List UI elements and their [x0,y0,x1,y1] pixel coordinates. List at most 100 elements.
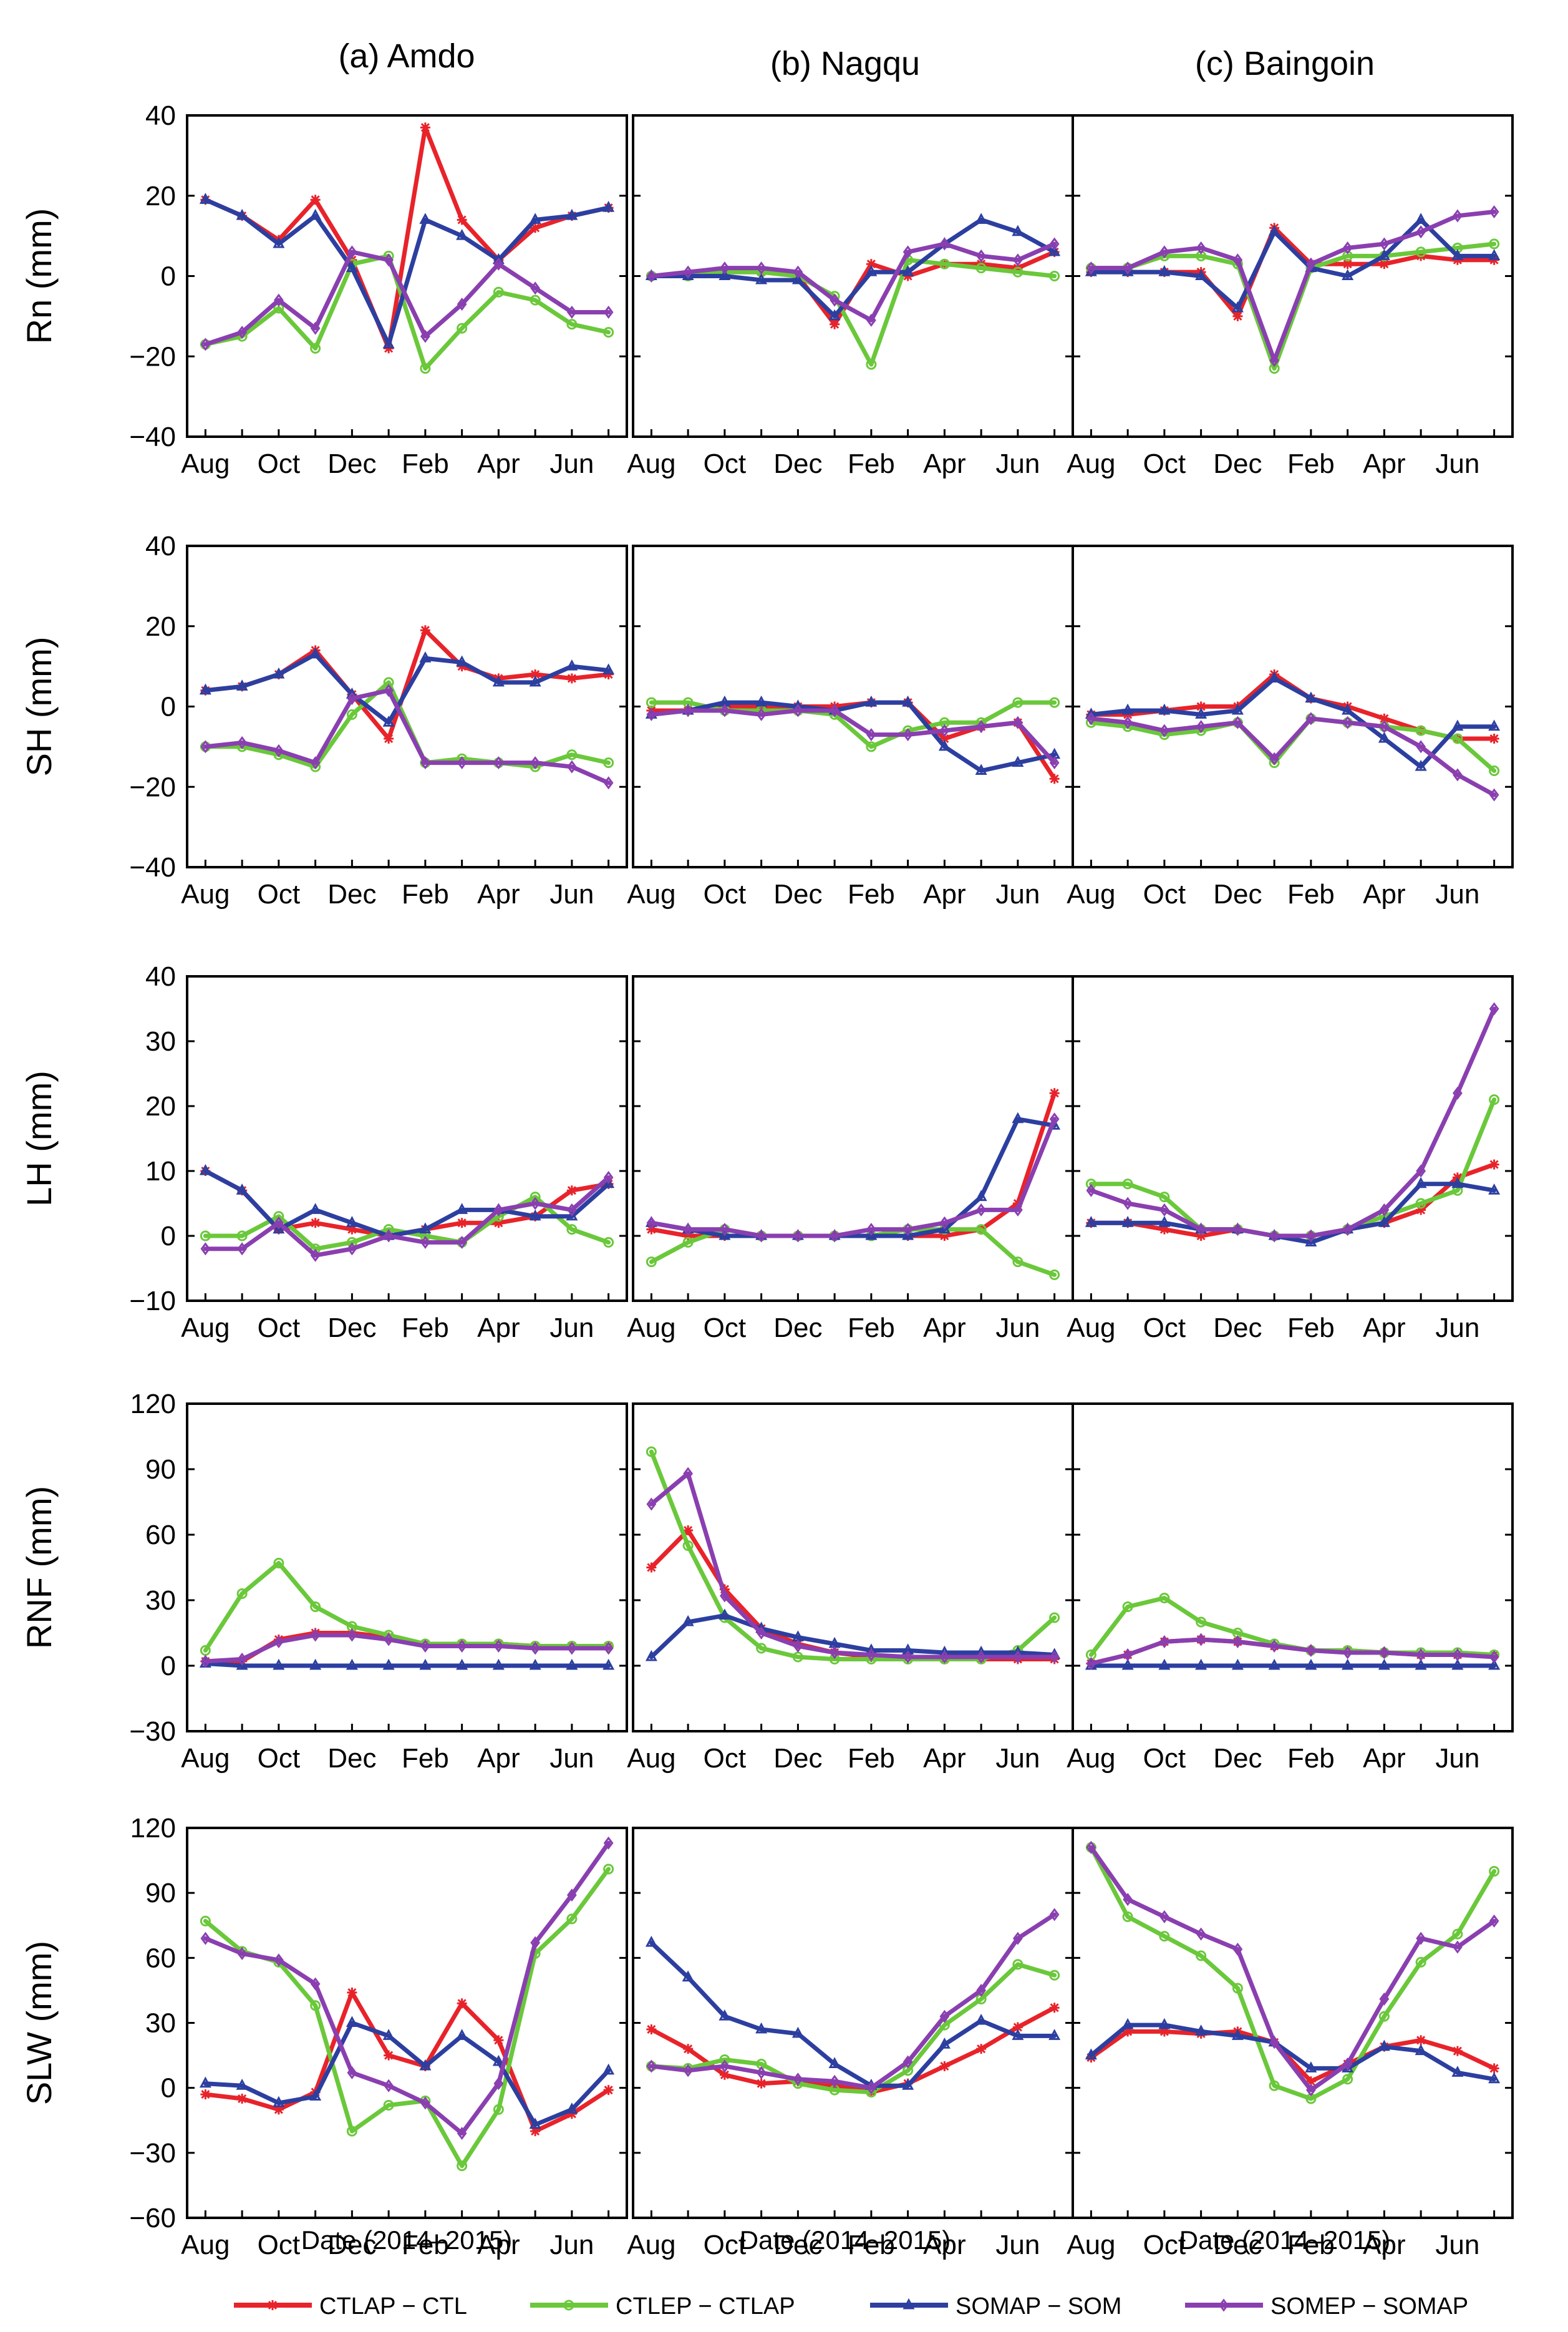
ytick-label: 0 [161,1221,176,1251]
series-somap-som [1085,2019,1500,2084]
xtick-label: Dec [327,879,376,910]
ytick-label: 120 [130,1389,176,1419]
series-ctlap-ctl [1085,1159,1501,1242]
panel-lh-c-baingoin: Aug Oct Dec Feb Apr Jun [1067,975,1514,1343]
xtick-label: Aug [627,449,675,479]
series-line [649,1117,1057,1238]
station-title-amdo: (a) Amdo [338,37,475,75]
series-somep-somap [1086,712,1499,801]
series-line [203,1168,611,1238]
data-point [1488,732,1501,745]
series-line [203,250,611,347]
xtick-label: Feb [402,1313,449,1343]
series-line [203,253,611,371]
xtick-label: Dec [1213,449,1262,479]
data-point [1048,2001,1061,2014]
panel-frame [186,975,628,1302]
series-ctlep-ctlap [200,250,614,374]
panel-frame [1072,114,1514,438]
ytick-label: 40 [145,531,176,561]
xtick-label: Apr [1363,449,1405,479]
ylabel-rnf: RNF (mm) [19,1486,59,1649]
chart-grid: Rn (mm) −40 −20 0 20 40 Aug Oct Dec Feb Apr Jun Aug O… [19,100,1514,2260]
series-ctlep-ctlap [646,1446,1060,1664]
ylabel-sh: SH (mm) [19,637,59,777]
series-somap-som [646,1936,1060,2090]
xtick-label: Oct [1143,1313,1186,1343]
ytick-label: 20 [145,181,176,211]
series-somap-som [200,2017,614,2129]
series-line [649,1471,1057,1659]
xtick-label: Dec [773,2230,822,2260]
data-point [1451,2045,1464,2058]
xtick-label: Apr [1363,1743,1405,1774]
series-somep-somap [646,704,1060,769]
xtick-label: Jun [995,2230,1040,2260]
series-ctlap-ctl [1085,2025,1501,2087]
panel-lh-b-nagqu: Aug Oct Dec Feb Apr Jun [627,975,1074,1343]
xtick-label: Jun [549,1313,594,1343]
ytick-label: 40 [145,961,176,992]
series-somap-som [646,696,1060,775]
xtick-label: Oct [704,1743,746,1774]
series-line [1088,2029,1497,2084]
xtick-label: Apr [923,879,965,910]
series-line [1088,1006,1497,1238]
xtick-label: Apr [1363,1313,1405,1343]
series-somap-som [646,1113,1060,1240]
series-somap-som [200,1165,614,1240]
legend-entry-ctlep-ctlap: CTLEP − CTLAP [530,2293,795,2320]
station-title-baingoin: (c) Baingoin [1195,45,1375,82]
xtick-label: Dec [773,449,822,479]
xlabel-amdo: Date (2014–2015) [301,2225,513,2255]
xtick-label: Feb [1287,879,1335,910]
xtick-label: Aug [181,879,230,910]
xtick-label: Feb [848,2230,895,2260]
ytick-label: −60 [129,2203,176,2233]
series-somep-somap [646,1467,1060,1663]
series-line [203,1175,611,1258]
legend-label-ctlep-ctlap: CTLEP − CTLAP [616,2293,795,2320]
xtick-label: Apr [923,1743,965,1774]
series-somap-som [646,213,1060,321]
panel-slw-c-baingoin: Aug Oct Dec Feb Apr Jun [1067,1827,1514,2260]
ylabel-slw: SLW (mm) [19,1941,59,2105]
xtick-label: Apr [477,879,520,910]
xtick-label: Dec [1213,879,1262,910]
xtick-label: Jun [995,879,1040,910]
ytick-label: 30 [145,1585,176,1616]
xtick-label: Jun [995,1313,1040,1343]
data-point [346,1986,358,1999]
xtick-label: Aug [627,2230,675,2260]
series-line [649,250,1057,327]
data-point [975,2043,987,2055]
xtick-label: Dec [773,879,822,910]
ytick-label: 90 [145,1454,176,1485]
xtick-label: Dec [773,1743,822,1774]
series-line [1088,1182,1497,1245]
panel-lh-a-amdo: Aug Oct Dec Feb Apr Jun [181,975,628,1343]
series-line [1088,1845,1497,2092]
data-point [603,2084,615,2096]
xtick-label: Feb [848,1313,895,1343]
ytick-label: 60 [145,1943,176,1973]
panel-frame [1072,545,1514,868]
series-ctlep-ctlap [646,1959,1060,2098]
station-title-nagqu: (b) Nagqu [770,45,920,82]
ytick-label: −30 [129,1716,176,1747]
xtick-label: Feb [1287,2230,1335,2260]
series-somap-som [200,193,614,349]
chart-row-rn: Rn (mm) −40 −20 0 20 40 Aug Oct Dec Feb Apr Jun Aug O… [19,100,1514,479]
series-line [203,197,611,347]
data-point [1048,772,1061,785]
xtick-label: Apr [923,449,965,479]
data-point [236,2092,248,2105]
xtick-label: Oct [258,1743,300,1774]
series-somep-somap [200,1629,614,1668]
xtick-label: Feb [1287,1743,1335,1774]
panel-rnf-b-nagqu: Aug Oct Dec Feb Apr Jun [627,1402,1074,1774]
series-somap-som [200,648,614,727]
xtick-label: Dec [327,449,376,479]
xtick-label: Aug [181,449,230,479]
series-somep-somap [200,684,614,789]
